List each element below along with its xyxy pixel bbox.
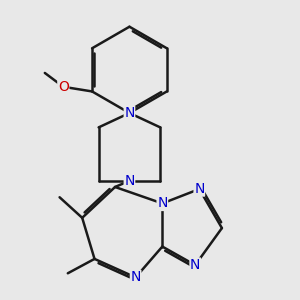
Text: N: N bbox=[130, 270, 141, 284]
Text: N: N bbox=[194, 182, 205, 196]
Text: N: N bbox=[124, 106, 135, 120]
Text: N: N bbox=[190, 258, 200, 272]
Text: O: O bbox=[58, 80, 69, 94]
Text: N: N bbox=[157, 196, 167, 210]
Text: N: N bbox=[124, 174, 135, 188]
